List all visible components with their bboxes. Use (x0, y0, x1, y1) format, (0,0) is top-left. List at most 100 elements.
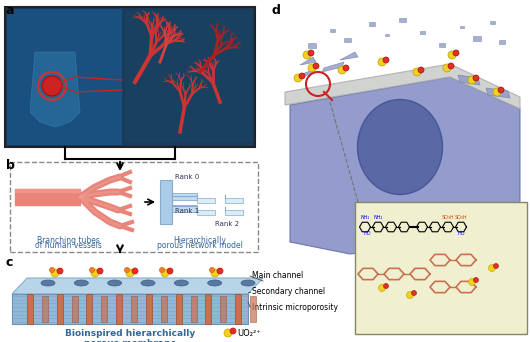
Bar (86, 294, 92, 324)
Circle shape (378, 285, 385, 291)
Circle shape (303, 51, 311, 59)
Circle shape (343, 65, 349, 71)
Bar (343, 38, 350, 42)
Polygon shape (340, 52, 358, 60)
Text: UO₂²⁺: UO₂²⁺ (237, 329, 261, 338)
Text: HO: HO (457, 231, 465, 236)
Text: HO: HO (363, 231, 371, 236)
Bar (172, 193, 197, 200)
Bar (250, 296, 256, 322)
Ellipse shape (174, 280, 188, 286)
Bar (197, 198, 215, 203)
Ellipse shape (41, 280, 55, 286)
Circle shape (42, 76, 62, 96)
Circle shape (51, 269, 59, 277)
Circle shape (161, 269, 169, 277)
Circle shape (411, 290, 417, 295)
Bar (146, 294, 152, 324)
Circle shape (217, 268, 223, 274)
Bar (205, 294, 211, 324)
Polygon shape (290, 77, 520, 254)
Ellipse shape (141, 280, 155, 286)
Text: NH₂: NH₂ (360, 215, 370, 220)
Ellipse shape (208, 280, 222, 286)
Polygon shape (285, 64, 520, 109)
Bar (175, 294, 182, 324)
Circle shape (338, 66, 346, 74)
Circle shape (132, 268, 138, 274)
FancyBboxPatch shape (125, 10, 253, 142)
Polygon shape (12, 294, 248, 324)
Bar (161, 296, 167, 322)
Polygon shape (486, 88, 510, 98)
Bar (330, 29, 334, 32)
Circle shape (413, 68, 421, 76)
Text: Rank 0: Rank 0 (175, 174, 199, 180)
Circle shape (469, 278, 475, 286)
Bar (369, 22, 375, 26)
Text: SO₃H: SO₃H (455, 215, 467, 220)
Text: b: b (6, 159, 15, 172)
Bar (225, 198, 243, 203)
Bar (473, 36, 481, 41)
Circle shape (383, 57, 389, 63)
Text: Hierarchically: Hierarchically (173, 236, 226, 245)
Circle shape (224, 329, 232, 337)
Ellipse shape (74, 280, 89, 286)
Polygon shape (30, 52, 80, 127)
Circle shape (453, 50, 459, 56)
Circle shape (313, 63, 319, 69)
Text: Bioinspired hierarchically
porous membrane: Bioinspired hierarchically porous membra… (65, 329, 195, 342)
Ellipse shape (108, 280, 122, 286)
Bar (399, 18, 405, 22)
Text: a: a (6, 4, 14, 17)
Circle shape (498, 87, 504, 93)
Bar (191, 296, 197, 322)
Circle shape (57, 268, 63, 274)
Circle shape (473, 277, 479, 282)
Circle shape (211, 269, 219, 277)
Circle shape (160, 267, 164, 273)
Bar (27, 294, 33, 324)
Circle shape (489, 264, 496, 272)
Polygon shape (295, 69, 315, 80)
Circle shape (91, 269, 99, 277)
Circle shape (308, 64, 316, 72)
Text: NH₂: NH₂ (373, 215, 383, 220)
Bar (499, 40, 505, 44)
Circle shape (294, 74, 302, 82)
Bar (131, 296, 137, 322)
Bar (308, 43, 316, 48)
Bar (116, 294, 122, 324)
Text: of human vessels: of human vessels (34, 241, 101, 250)
Bar (460, 26, 464, 28)
Circle shape (126, 269, 134, 277)
Circle shape (448, 51, 456, 59)
Text: Intrinsic microporosity: Intrinsic microporosity (252, 303, 338, 312)
Circle shape (230, 328, 236, 334)
Circle shape (493, 263, 499, 268)
Polygon shape (322, 62, 344, 72)
Circle shape (468, 76, 476, 84)
Circle shape (209, 267, 215, 273)
Bar (72, 296, 78, 322)
Text: Rank 2: Rank 2 (215, 221, 239, 227)
Bar (439, 43, 445, 47)
FancyBboxPatch shape (10, 162, 258, 252)
Text: Secondary channel: Secondary channel (252, 288, 325, 297)
Bar (385, 34, 389, 36)
FancyBboxPatch shape (7, 9, 122, 145)
Circle shape (407, 291, 413, 299)
Text: Main channel: Main channel (252, 272, 303, 280)
Polygon shape (12, 278, 263, 294)
Bar (220, 296, 226, 322)
Circle shape (167, 268, 173, 274)
Circle shape (384, 284, 388, 289)
Text: c: c (6, 256, 13, 269)
FancyBboxPatch shape (5, 7, 255, 147)
Circle shape (49, 267, 55, 273)
Circle shape (473, 75, 479, 81)
Circle shape (378, 58, 386, 66)
Text: d: d (272, 4, 281, 17)
Text: Rank 1: Rank 1 (175, 208, 199, 214)
